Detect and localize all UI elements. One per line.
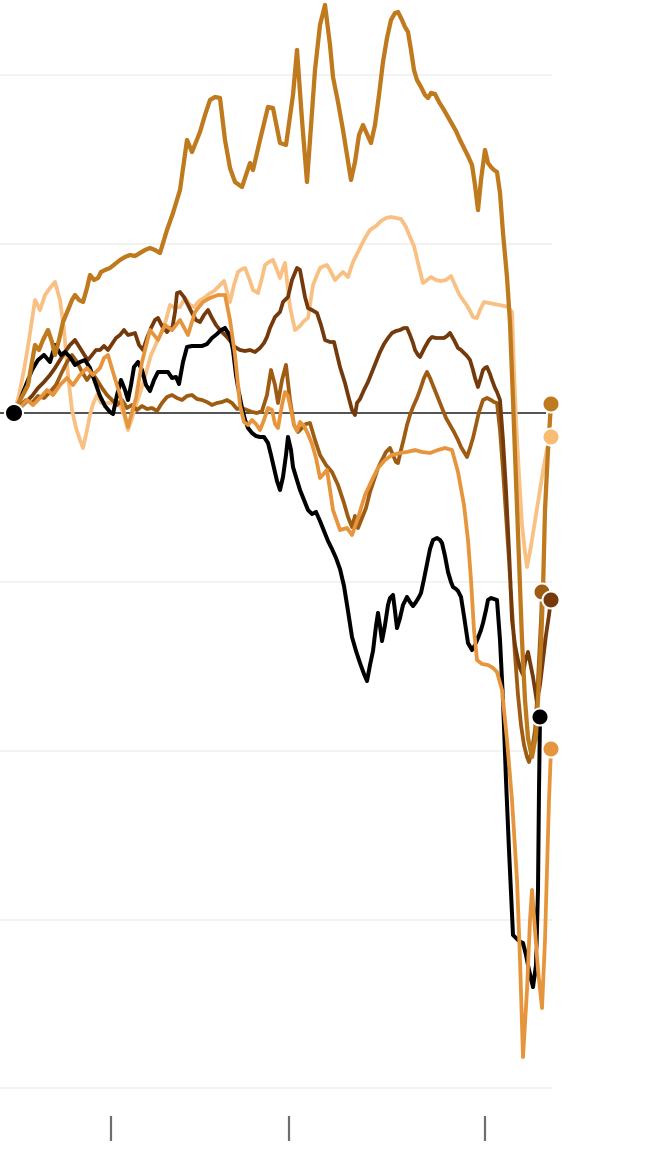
line-dark-brown-end-dot [541, 590, 561, 610]
line-pale-orange-end-dot [541, 427, 561, 447]
line-pale-orange [12, 215, 553, 569]
line-medium-orange-end-dot [541, 739, 561, 759]
line-black [12, 326, 542, 989]
line-medium-brown [12, 353, 544, 764]
line-medium-orange [12, 293, 553, 1059]
line-black-end-dot [530, 707, 550, 727]
line-dark-brown [12, 266, 553, 705]
line-ochre [11, 2, 554, 760]
start-dot [4, 403, 24, 423]
line-ochre-end-dot [541, 394, 561, 414]
